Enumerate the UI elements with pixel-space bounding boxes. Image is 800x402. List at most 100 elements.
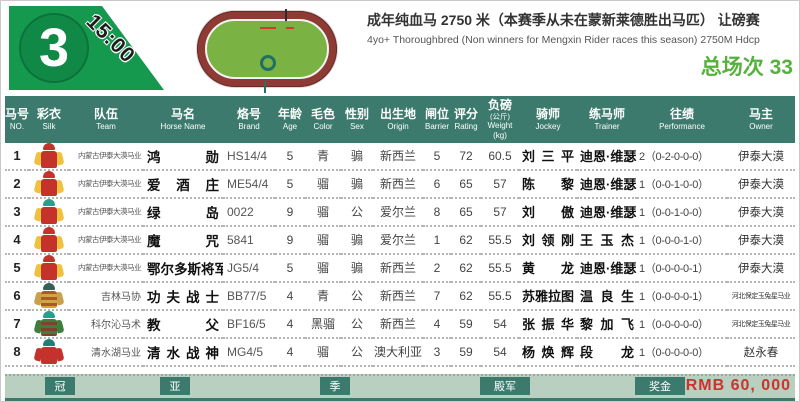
cell-name: 绿岛 [143, 197, 223, 227]
column-header-en: NO. [9, 121, 25, 131]
cell-performance: 2（0-2-0-0-0） [637, 142, 727, 171]
column-header-en: Barrier [424, 121, 449, 131]
table-row: 8 清水湖马业 清水战神 MG4/5 4 骝公澳大利亚 3 59 54 杨焕辉 段龙 1（0-0-0-… [5, 337, 795, 367]
race-description: 成年纯血马 2750 米（本赛季从未在蒙新莱德胜出马匹） 让磅赛 4yo+ Th… [367, 10, 793, 81]
cell-jockey: 黄龙 [519, 253, 577, 283]
column-header: 往绩 Performance [637, 96, 727, 143]
jockey-silk-icon [33, 282, 65, 308]
cell-barrier: 5 [423, 142, 451, 171]
cell-silk [29, 142, 69, 171]
cell-performance: 1（0-0-0-0-1） [637, 281, 727, 311]
table-header-row: 马号 NO. 彩衣 Silk 队伍 Team 马名 Horse Name 烙号 Brand 年龄 Ag… [5, 96, 795, 143]
cell-rating: 62 [451, 253, 481, 283]
cell-no: 5 [5, 253, 29, 283]
cell-name: 鄂尔多斯将军 [143, 253, 223, 283]
cell-no: 8 [5, 337, 29, 367]
cell-team: 清水湖马业 [69, 337, 143, 367]
total-races-label: 总场次 33 [700, 56, 793, 79]
table-row: 6 吉林马协 功夫战士 BB77/5 4 青公新西兰 7 62 55.5 苏雅拉图 温良生 1（0-0… [5, 281, 795, 311]
cell-color: 骝 [305, 197, 341, 227]
cell-name: 魔咒 [143, 225, 223, 255]
race-number-badge: 3 [9, 6, 164, 90]
column-header: 负磅 (公斤) Weight (kg) [481, 96, 519, 143]
track-diagram-icon [197, 9, 337, 93]
cell-color: 骝 [305, 225, 341, 255]
cell-owner: 伊泰大漠 [727, 225, 795, 255]
cell-age: 4 [275, 281, 305, 311]
column-header-zh: 骑师 [535, 106, 560, 121]
silk-body [41, 150, 57, 168]
cell-color: 青 [305, 142, 341, 171]
cell-rating: 59 [451, 337, 481, 367]
cell-silk [29, 253, 69, 283]
column-header-zh: 负磅 [487, 98, 512, 112]
race-title-en: 4yo+ Thoroughbred (Non winners for Mengx… [367, 34, 760, 46]
silk-cap [43, 338, 55, 346]
cell-barrier: 1 [423, 225, 451, 255]
column-header-zh: 闸位 [424, 106, 449, 121]
column-header-en: Origin [387, 121, 409, 131]
footer-legend-bar: RMB 60, 000 冠 亚 季 殿军 奖金 [5, 374, 795, 401]
column-header-zh: 出生地 [379, 106, 416, 121]
cell-trainer: 迪恩·维瑟 [577, 169, 637, 199]
cell-team: 科尔沁马术 [69, 309, 143, 339]
jockey-silk-icon [33, 170, 65, 196]
cell-team: 内蒙古伊泰大漠马业 [69, 253, 143, 283]
jockey-silk-icon [33, 198, 65, 224]
cell-origin: 新西兰 [373, 142, 423, 171]
track-distance-marker [286, 27, 295, 29]
column-header: 毛色 Color [305, 96, 341, 143]
cell-no: 2 [5, 169, 29, 199]
cell-performance: 1（0-0-0-1-0） [637, 225, 727, 255]
cell-sex: 公 [341, 309, 373, 339]
legend-box: 奖金 [635, 377, 685, 395]
cell-rating: 65 [451, 197, 481, 227]
cell-barrier: 4 [423, 309, 451, 339]
cell-team: 内蒙古伊泰大漠马业 [69, 142, 143, 171]
cell-jockey: 张振华 [519, 309, 577, 339]
column-header-zh: 马名 [170, 106, 195, 121]
cell-owner: 河北保定玉兔星马业 [727, 281, 795, 311]
cell-sex: 公 [341, 197, 373, 227]
column-header-zh: 性别 [344, 106, 369, 121]
cell-trainer: 迪恩·维瑟 [577, 142, 637, 171]
cell-silk [29, 281, 69, 311]
cell-no: 3 [5, 197, 29, 227]
cell-trainer: 黎加飞 [577, 309, 637, 339]
cell-age: 5 [275, 142, 305, 171]
jockey-silk-icon [33, 142, 65, 168]
cell-weight: 54 [481, 309, 519, 339]
table-row: 4 内蒙古伊泰大漠马业 魔咒 5841 9 骝骟爱尔兰 1 62 55.5 刘领刚 王玉杰 1（0-0… [5, 225, 795, 255]
cell-owner: 伊泰大漠 [727, 169, 795, 199]
cell-weight: 57 [481, 197, 519, 227]
cell-weight: 60.5 [481, 142, 519, 171]
cell-sex: 公 [341, 281, 373, 311]
cell-age: 5 [275, 169, 305, 199]
column-header-en: Brand [238, 121, 260, 131]
column-header-en: Owner [749, 121, 773, 131]
cell-weight: 55.5 [481, 225, 519, 255]
race-number: 3 [38, 18, 70, 78]
cell-silk [29, 197, 69, 227]
cell-sex: 骟 [341, 142, 373, 171]
track-finish-tick [285, 9, 288, 21]
cell-trainer: 段龙 [577, 337, 637, 367]
column-header: 马名 Horse Name [143, 96, 223, 143]
cell-barrier: 6 [423, 169, 451, 199]
cell-performance: 1（0-0-1-0-0） [637, 169, 727, 199]
cell-origin: 新西兰 [373, 253, 423, 283]
race-title-zh: 成年纯血马 2750 米（本赛季从未在蒙新莱德胜出马匹） 让磅赛 [367, 12, 760, 28]
silk-cap [43, 142, 55, 150]
cell-brand: MG4/5 [223, 337, 275, 367]
track-start-tick [263, 81, 266, 93]
cell-rating: 65 [451, 169, 481, 199]
cell-no: 7 [5, 309, 29, 339]
silk-cap [43, 254, 55, 262]
silk-cap [43, 198, 55, 206]
cell-rating: 72 [451, 142, 481, 171]
column-header-en: Rating [454, 121, 478, 131]
cell-origin: 爱尔兰 [373, 225, 423, 255]
cell-silk [29, 309, 69, 339]
race-number-circle: 3 [19, 13, 89, 83]
